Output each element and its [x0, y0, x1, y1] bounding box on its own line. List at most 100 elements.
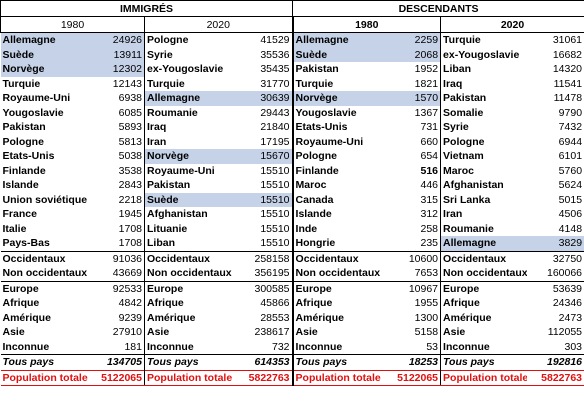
- country-cell: Pakistan: [147, 179, 191, 192]
- value-cell: 53: [386, 339, 442, 355]
- country-cell: Liban: [147, 237, 175, 250]
- country-cell: Pakistan: [295, 63, 339, 76]
- value-cell: 5122065: [88, 369, 145, 386]
- value-cell: 15510: [240, 236, 294, 251]
- country-cell: Norvège: [292, 91, 387, 106]
- country-cell: Afrique: [443, 297, 480, 310]
- value-cell: 4148: [526, 221, 584, 236]
- value-cell: 16682: [526, 47, 584, 62]
- country-cell: Iran: [443, 208, 463, 221]
- value-cell: 6101: [526, 149, 584, 164]
- value-cell: 516: [386, 163, 442, 178]
- table-row: Pakistan 5893 Iraq 21840 Etats-Unis 731 Syrie 7…: [1, 120, 584, 135]
- country-cell: Tous pays: [440, 354, 527, 370]
- country-cell: Tous pays: [144, 354, 241, 370]
- country-cell: Asie: [147, 326, 170, 339]
- country-cell: Population totale: [0, 369, 89, 386]
- country-cell: Lituanie: [147, 222, 188, 235]
- value-cell: 312: [386, 207, 442, 222]
- country-cell: Turquie: [440, 32, 527, 48]
- value-cell: 660: [386, 134, 442, 149]
- value-cell: 35435: [240, 62, 294, 77]
- country-cell: Pologne: [295, 150, 337, 163]
- table-row: Italie 1708 Lituanie 15510 Inde 258 Roumanie 41…: [1, 221, 584, 236]
- value-cell: 21840: [240, 120, 294, 135]
- value-cell: 1821: [386, 76, 442, 91]
- country-cell: Occidentaux: [440, 250, 527, 266]
- value-cell: 258: [386, 221, 442, 236]
- country-cell: Allemagne: [440, 236, 527, 251]
- country-cell: Suède: [0, 47, 89, 62]
- value-cell: 11478: [526, 91, 584, 106]
- table-row: Suède 13911 Syrie 35536 Suède 2068 ex-Yougosla…: [0, 47, 584, 62]
- value-cell: 5822763: [240, 369, 294, 386]
- value-cell: 92533: [88, 280, 145, 296]
- country-cell: Non occidentaux: [443, 267, 527, 280]
- value-cell: 7653: [386, 266, 442, 281]
- country-cell: Finlande: [295, 164, 339, 177]
- country-cell: Europe: [292, 280, 387, 296]
- table-row: Tous pays 134705 Tous pays 614353 Tous pays 1…: [0, 354, 584, 370]
- country-cell: Pakistan: [443, 92, 487, 105]
- country-cell: Royaume-Uni: [2, 92, 71, 105]
- value-cell: 731: [386, 120, 442, 135]
- country-cell: Allemagne: [0, 32, 89, 48]
- country-cell: Inconnue: [2, 340, 50, 353]
- country-cell: Inconnue: [443, 340, 490, 353]
- country-cell: Afrique: [147, 297, 184, 310]
- country-cell: Non occidentaux: [147, 267, 232, 280]
- country-cell: Iraq: [443, 77, 463, 90]
- country-cell: Amérique: [295, 311, 344, 324]
- value-cell: 9790: [526, 105, 584, 120]
- country-cell: Syrie: [147, 48, 173, 61]
- value-cell: 238617: [240, 325, 294, 340]
- value-cell: 1708: [88, 221, 145, 236]
- value-cell: 15510: [240, 207, 294, 222]
- value-cell: 17195: [240, 134, 294, 149]
- value-cell: 5813: [88, 134, 145, 149]
- value-cell: 134705: [88, 354, 145, 370]
- value-cell: 654: [386, 149, 442, 164]
- country-cell: Vietnam: [443, 150, 484, 163]
- country-cell: Somalie: [443, 106, 484, 119]
- value-cell: 6944: [526, 134, 584, 149]
- value-cell: 29443: [240, 105, 294, 120]
- value-cell: 160066: [526, 266, 584, 281]
- country-cell: Maroc: [443, 164, 474, 177]
- value-cell: 1570: [386, 91, 442, 106]
- country-cell: Roumanie: [443, 222, 494, 235]
- value-cell: 4842: [88, 296, 145, 311]
- country-cell: Iraq: [147, 121, 167, 134]
- country-cell: Royaume-Uni: [295, 135, 364, 148]
- value-cell: 2473: [526, 310, 584, 325]
- table-row: France 1945 Afghanistan 15510 Islande 312 Iran…: [1, 207, 584, 222]
- table-row: Asie 27910 Asie 238617 Asie 5158 Asie 112055: [1, 325, 584, 340]
- country-cell: Allemagne: [144, 91, 241, 106]
- value-cell: 12302: [88, 62, 145, 77]
- country-cell: Pays-Bas: [2, 237, 50, 250]
- country-cell: Islande: [2, 179, 39, 192]
- value-cell: 45866: [240, 296, 294, 311]
- value-cell: 315: [386, 192, 442, 207]
- value-cell: 91036: [88, 250, 145, 266]
- country-cell: Iran: [147, 135, 167, 148]
- country-cell: Hongrie: [295, 237, 336, 250]
- value-cell: 11541: [526, 76, 584, 91]
- value-cell: 31770: [240, 76, 294, 91]
- value-cell: 5015: [526, 192, 584, 207]
- table-row: Etats-Unis 5038 Norvège 15670 Pologne 654 Viet…: [1, 149, 584, 164]
- country-cell: Syrie: [443, 121, 469, 134]
- value-cell: 303: [526, 339, 584, 355]
- country-cell: Population totale: [440, 369, 527, 386]
- country-cell: Royaume-Uni: [147, 164, 215, 177]
- country-cell: Finlande: [2, 164, 46, 177]
- country-cell: Roumanie: [147, 106, 198, 119]
- table-row: Union soviétique 2218 Suède 15510 Canada 315 S…: [1, 192, 584, 207]
- country-cell: Turquie: [2, 77, 41, 90]
- country-cell: ex-Yougoslavie: [147, 63, 224, 76]
- country-cell: Afrique: [295, 297, 333, 310]
- country-cell: Maroc: [295, 179, 327, 192]
- value-cell: 35536: [240, 47, 294, 62]
- country-cell: Union soviétique: [2, 193, 88, 206]
- value-cell: 2068: [386, 47, 442, 62]
